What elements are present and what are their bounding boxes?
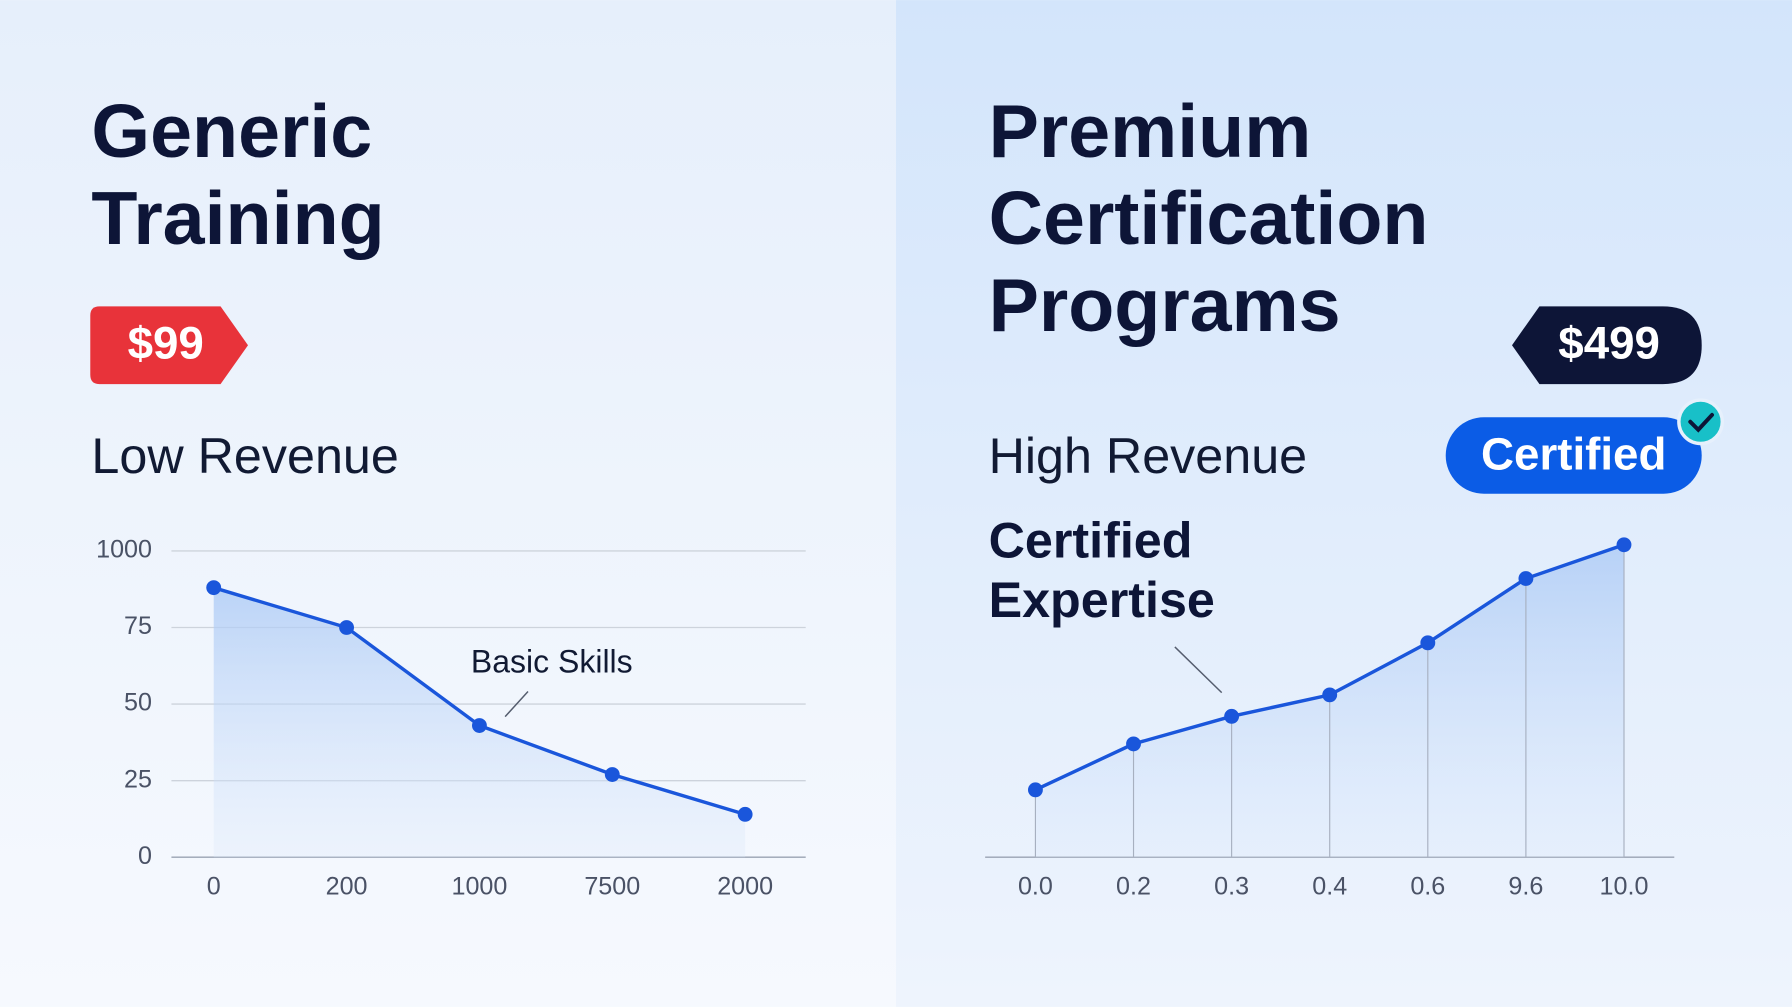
x-tick-label: 0.2: [1116, 873, 1151, 901]
y-tick-label: 1000: [96, 536, 152, 564]
y-tick-label: 50: [124, 689, 152, 717]
point: [1616, 537, 1632, 553]
point: [339, 620, 354, 635]
panel-title: Certification: [989, 176, 1429, 260]
x-tick-label: 9.6: [1508, 873, 1543, 901]
point: [1224, 708, 1240, 724]
annotation: Certified: [989, 511, 1193, 568]
x-tick-label: 200: [326, 873, 368, 901]
point: [1126, 736, 1141, 752]
x-tick-label: 0.6: [1410, 873, 1445, 901]
x-tick-label: 2000: [717, 873, 773, 901]
price: $99: [128, 317, 204, 368]
check-icon: [1677, 398, 1724, 446]
price-tag: [1512, 306, 1702, 385]
x-tick-label: 0.0: [1018, 873, 1053, 901]
panel-title: Training: [91, 176, 384, 260]
subtitle: High Revenue: [989, 427, 1308, 484]
point: [472, 718, 487, 733]
annotation: Expertise: [989, 571, 1215, 628]
point: [1028, 782, 1043, 798]
y-tick-label: 25: [124, 765, 152, 793]
annotation-leader: [1174, 646, 1223, 694]
point: [604, 767, 620, 782]
badge: [1445, 417, 1702, 494]
panel-title: Premium: [989, 89, 1312, 173]
annotation-leader: [504, 691, 529, 718]
point: [1518, 571, 1534, 586]
x-tick-label: 0.4: [1312, 873, 1347, 901]
panel-title: Programs: [989, 263, 1341, 347]
price: $499: [1558, 317, 1660, 368]
y-tick-label: 75: [124, 612, 152, 640]
point: [1322, 687, 1338, 703]
y-tick-label: 0: [138, 842, 152, 870]
x-tick-label: 0.3: [1214, 873, 1249, 901]
point: [206, 580, 222, 596]
badge-label: Certified: [1481, 428, 1666, 479]
x-tick-label: 0: [207, 873, 221, 901]
check-mark: [1688, 412, 1714, 433]
price-tag: [90, 306, 249, 385]
area: [213, 587, 746, 858]
subtitle: Low Revenue: [91, 427, 398, 484]
x-tick-label: 7500: [584, 873, 640, 901]
x-tick-label: 1000: [451, 873, 507, 901]
point: [1420, 635, 1436, 651]
panel-title: Generic: [91, 89, 372, 173]
point: [737, 806, 753, 822]
x-tick-label: 10.0: [1600, 873, 1649, 901]
annotation: Basic Skills: [471, 644, 633, 680]
